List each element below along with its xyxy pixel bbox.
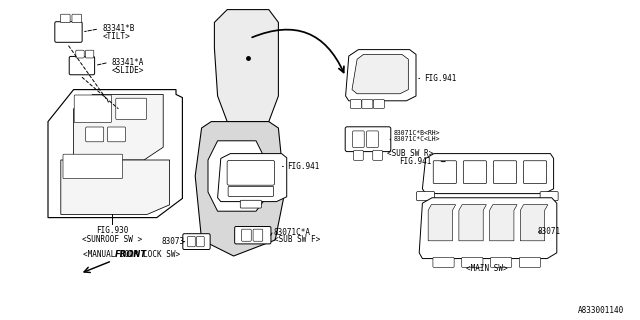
- Polygon shape: [428, 205, 456, 241]
- Text: <TILT>: <TILT>: [102, 32, 130, 41]
- FancyBboxPatch shape: [69, 56, 95, 75]
- FancyBboxPatch shape: [253, 229, 263, 241]
- FancyBboxPatch shape: [74, 95, 111, 123]
- FancyBboxPatch shape: [183, 234, 210, 250]
- FancyBboxPatch shape: [116, 98, 147, 119]
- Text: FIG.941: FIG.941: [424, 74, 456, 83]
- Text: 83071C*B<RH>: 83071C*B<RH>: [394, 130, 440, 136]
- Polygon shape: [422, 154, 554, 194]
- Polygon shape: [218, 154, 287, 202]
- FancyBboxPatch shape: [362, 100, 373, 108]
- Text: 83341*B: 83341*B: [102, 24, 135, 33]
- FancyBboxPatch shape: [85, 50, 94, 58]
- FancyBboxPatch shape: [60, 14, 70, 23]
- FancyBboxPatch shape: [372, 150, 383, 160]
- FancyBboxPatch shape: [367, 131, 378, 148]
- Polygon shape: [61, 160, 170, 214]
- Polygon shape: [208, 141, 266, 211]
- FancyBboxPatch shape: [493, 161, 516, 184]
- FancyBboxPatch shape: [417, 192, 435, 201]
- FancyBboxPatch shape: [227, 160, 275, 185]
- Text: FIG.941: FIG.941: [287, 162, 320, 171]
- Text: FIG.930: FIG.930: [96, 226, 128, 235]
- Text: <SUB SW F>: <SUB SW F>: [274, 235, 320, 244]
- FancyBboxPatch shape: [461, 257, 483, 268]
- FancyBboxPatch shape: [63, 154, 123, 179]
- Text: <MANUAL DOOR LOCK SW>: <MANUAL DOOR LOCK SW>: [83, 250, 180, 259]
- Text: <SUB SW R>: <SUB SW R>: [387, 149, 433, 158]
- Text: FRONT: FRONT: [115, 250, 147, 259]
- Text: <MAIN SW>: <MAIN SW>: [465, 264, 508, 273]
- FancyBboxPatch shape: [353, 150, 364, 160]
- Polygon shape: [419, 198, 557, 259]
- Text: 83071C*C<LH>: 83071C*C<LH>: [394, 136, 440, 142]
- Text: 83341*A: 83341*A: [112, 58, 145, 67]
- Text: 83073: 83073: [161, 237, 184, 246]
- Text: 83071C*A: 83071C*A: [274, 228, 311, 237]
- FancyBboxPatch shape: [196, 236, 204, 247]
- Text: <SLIDE>: <SLIDE>: [112, 66, 145, 75]
- FancyBboxPatch shape: [540, 192, 558, 201]
- Polygon shape: [48, 90, 182, 218]
- FancyBboxPatch shape: [353, 131, 364, 148]
- FancyBboxPatch shape: [519, 257, 541, 268]
- FancyBboxPatch shape: [524, 161, 547, 184]
- Polygon shape: [459, 205, 486, 241]
- FancyBboxPatch shape: [76, 50, 84, 58]
- FancyBboxPatch shape: [188, 236, 195, 247]
- Text: A833001140: A833001140: [578, 306, 624, 315]
- Polygon shape: [346, 50, 416, 101]
- FancyBboxPatch shape: [55, 22, 82, 42]
- FancyBboxPatch shape: [490, 257, 512, 268]
- Text: FIG.941: FIG.941: [399, 157, 432, 166]
- FancyBboxPatch shape: [433, 257, 454, 268]
- FancyBboxPatch shape: [433, 161, 456, 184]
- FancyBboxPatch shape: [241, 229, 252, 241]
- FancyBboxPatch shape: [86, 127, 104, 142]
- Polygon shape: [520, 205, 548, 241]
- FancyBboxPatch shape: [373, 100, 385, 108]
- Polygon shape: [214, 10, 278, 122]
- Text: 83071: 83071: [538, 228, 561, 236]
- FancyBboxPatch shape: [240, 200, 262, 208]
- Polygon shape: [490, 205, 517, 241]
- FancyBboxPatch shape: [463, 161, 486, 184]
- FancyBboxPatch shape: [228, 186, 274, 196]
- FancyBboxPatch shape: [235, 227, 271, 244]
- FancyBboxPatch shape: [345, 127, 391, 152]
- Polygon shape: [195, 122, 285, 256]
- Polygon shape: [74, 94, 163, 160]
- Polygon shape: [352, 54, 408, 94]
- FancyBboxPatch shape: [350, 100, 362, 108]
- Text: <SUNROOF SW >: <SUNROOF SW >: [82, 236, 142, 244]
- FancyBboxPatch shape: [72, 14, 82, 23]
- FancyBboxPatch shape: [108, 127, 125, 142]
